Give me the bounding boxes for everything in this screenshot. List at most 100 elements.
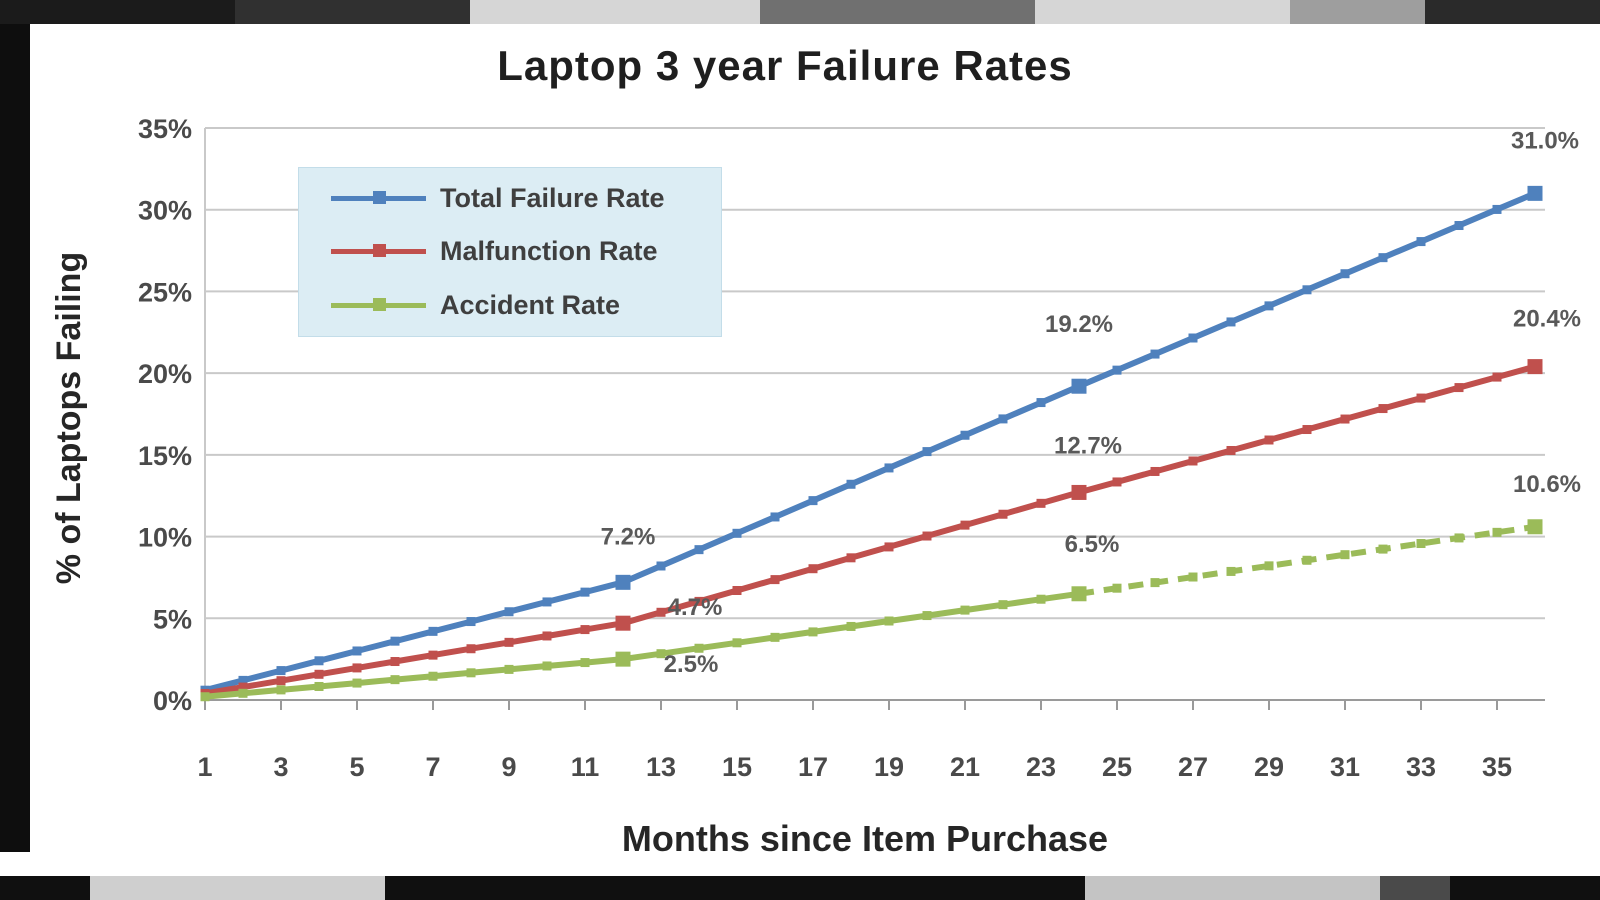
series-marker-icon bbox=[998, 414, 1008, 424]
series-marker-icon bbox=[922, 531, 932, 541]
series-marker-icon bbox=[390, 657, 400, 667]
y-tick-label: 15% bbox=[138, 441, 192, 471]
series-marker-icon bbox=[694, 545, 704, 555]
series-marker-icon bbox=[1264, 435, 1274, 445]
series-marker-icon bbox=[542, 631, 552, 641]
series-marker-icon bbox=[580, 658, 590, 668]
series-marker-icon bbox=[1340, 269, 1350, 279]
series-marker-icon bbox=[884, 542, 894, 552]
legend-item-malfunction-rate: Malfunction Rate bbox=[299, 236, 721, 267]
series-marker-icon bbox=[846, 621, 856, 631]
data-label: 7.2% bbox=[601, 523, 656, 550]
series-marker-icon bbox=[1112, 365, 1122, 375]
series-marker-icon bbox=[808, 627, 818, 637]
strip-block bbox=[1425, 0, 1600, 24]
legend: Total Failure Rate Malfunction Rate Acci… bbox=[298, 167, 722, 337]
chart-title: Laptop 3 year Failure Rates bbox=[497, 42, 1073, 89]
strip-block bbox=[1035, 0, 1290, 24]
series-marker-icon bbox=[1036, 498, 1046, 508]
strip-block bbox=[1085, 876, 1380, 900]
series-marker-icon bbox=[1492, 527, 1502, 537]
series-marker-icon bbox=[1112, 583, 1122, 593]
series-marker-icon bbox=[1416, 393, 1426, 403]
series-marker-icon bbox=[1188, 333, 1198, 343]
x-axis-title: Months since Item Purchase bbox=[621, 818, 1109, 859]
x-tick-label: 19 bbox=[874, 752, 904, 782]
series-marker-icon bbox=[808, 496, 818, 506]
series-marker-icon bbox=[1188, 572, 1198, 582]
series-marker-icon bbox=[884, 463, 894, 473]
data-label: 19.2% bbox=[1045, 311, 1113, 338]
top-crop-strip bbox=[0, 0, 1600, 24]
x-tick-label: 25 bbox=[1102, 752, 1132, 782]
series-marker-icon bbox=[770, 512, 780, 522]
legend-label: Malfunction Rate bbox=[440, 236, 658, 267]
series-marker-icon bbox=[960, 605, 970, 615]
series-marker-icon bbox=[732, 638, 742, 648]
y-tick-label: 20% bbox=[138, 359, 192, 389]
series-marker-icon bbox=[504, 607, 514, 617]
strip-block bbox=[385, 876, 1085, 900]
series-marker-icon bbox=[656, 607, 666, 617]
series-marker-icon bbox=[656, 561, 666, 571]
x-tick-label: 31 bbox=[1330, 752, 1360, 782]
series-marker-icon bbox=[276, 666, 286, 676]
series-marker-icon bbox=[615, 615, 631, 631]
data-label: 20.4% bbox=[1513, 306, 1581, 333]
series-marker-icon bbox=[466, 617, 476, 627]
series-marker-icon bbox=[1492, 372, 1502, 382]
x-tick-label: 1 bbox=[197, 752, 212, 782]
x-tick-label: 21 bbox=[950, 752, 980, 782]
strip-block bbox=[760, 0, 1035, 24]
x-tick-label: 3 bbox=[273, 752, 288, 782]
y-tick-label: 30% bbox=[138, 196, 192, 226]
series-marker-icon bbox=[1264, 301, 1274, 311]
series-marker-icon bbox=[846, 479, 856, 489]
series-marker-icon bbox=[960, 430, 970, 440]
series-marker-icon bbox=[1378, 253, 1388, 263]
series-marker-icon bbox=[770, 632, 780, 642]
series-marker-icon bbox=[1036, 398, 1046, 408]
series-marker-icon bbox=[352, 663, 362, 673]
series-marker-icon bbox=[998, 509, 1008, 519]
x-tick-label: 33 bbox=[1406, 752, 1436, 782]
legend-line-swatch-icon bbox=[331, 191, 426, 205]
series-marker-icon bbox=[1416, 237, 1426, 247]
series-marker-icon bbox=[1150, 466, 1160, 476]
bottom-crop-strip bbox=[0, 876, 1600, 900]
x-tick-label: 11 bbox=[571, 752, 600, 782]
strip-block bbox=[0, 0, 235, 24]
x-tick-label: 13 bbox=[646, 752, 676, 782]
series-marker-icon bbox=[238, 682, 248, 692]
series-marker-icon bbox=[314, 656, 324, 666]
series-line-malfunction-rate bbox=[204, 363, 1536, 697]
series-marker-icon bbox=[466, 644, 476, 654]
series-marker-icon bbox=[1071, 378, 1087, 394]
data-label: 31.0% bbox=[1511, 127, 1579, 154]
series-marker-icon bbox=[732, 586, 742, 596]
series-marker-icon bbox=[428, 671, 438, 681]
x-tick-label: 29 bbox=[1254, 752, 1284, 782]
series-marker-icon bbox=[542, 597, 552, 607]
series-marker-icon bbox=[504, 664, 514, 674]
series-marker-icon bbox=[276, 676, 286, 686]
data-label: 12.7% bbox=[1054, 432, 1122, 459]
series-marker-icon bbox=[615, 651, 631, 667]
x-tick-label: 15 bbox=[722, 752, 752, 782]
series-marker-icon bbox=[428, 650, 438, 660]
series-marker-icon bbox=[1527, 359, 1543, 375]
series-marker-icon bbox=[390, 636, 400, 646]
strip-block bbox=[90, 876, 385, 900]
series-marker-icon bbox=[1340, 414, 1350, 424]
legend-label: Total Failure Rate bbox=[440, 183, 665, 214]
x-tick-label: 27 bbox=[1178, 752, 1208, 782]
series-marker-icon bbox=[770, 575, 780, 585]
strip-block bbox=[1380, 876, 1450, 900]
series-marker-icon bbox=[1378, 404, 1388, 414]
strip-block bbox=[1290, 0, 1425, 24]
x-tick-label: 23 bbox=[1026, 752, 1056, 782]
data-label: 6.5% bbox=[1065, 531, 1120, 558]
strip-block bbox=[235, 0, 470, 24]
series-marker-icon bbox=[504, 637, 514, 647]
